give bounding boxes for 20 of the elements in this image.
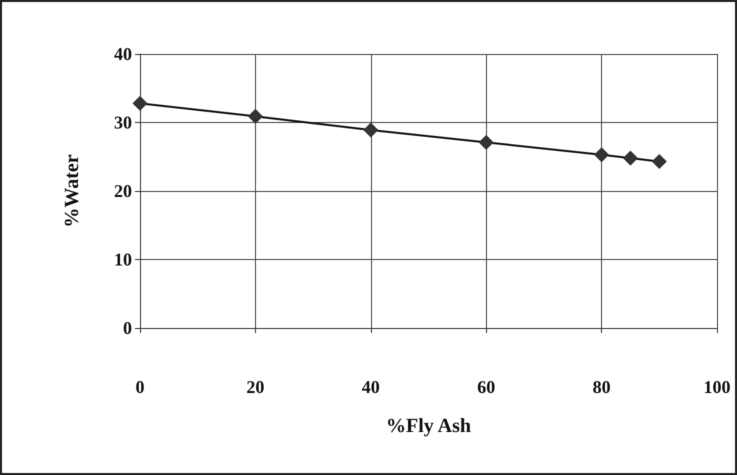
point [652,154,667,170]
x-tick-label: 0 [136,377,144,397]
point [132,96,148,111]
y-tick-label: 30 [114,112,132,132]
point [363,122,378,138]
y-tick-label: 10 [114,250,132,270]
y-tick-label: 0 [123,318,132,338]
x-tick-label: 60 [477,377,496,397]
point [622,150,638,166]
x-tick-label: 100 [704,377,730,397]
x-axis-title: %Fly Ash [386,415,472,437]
x-tick-label: 20 [246,377,264,397]
y-tick-label: 40 [114,44,132,64]
x-tick-label: 80 [592,377,611,397]
y-axis-title: %Water [61,154,83,228]
point [594,147,610,162]
point [248,108,263,124]
x-tick-label: 40 [362,377,380,397]
y-tick-label: 20 [114,181,132,201]
point [478,134,494,150]
